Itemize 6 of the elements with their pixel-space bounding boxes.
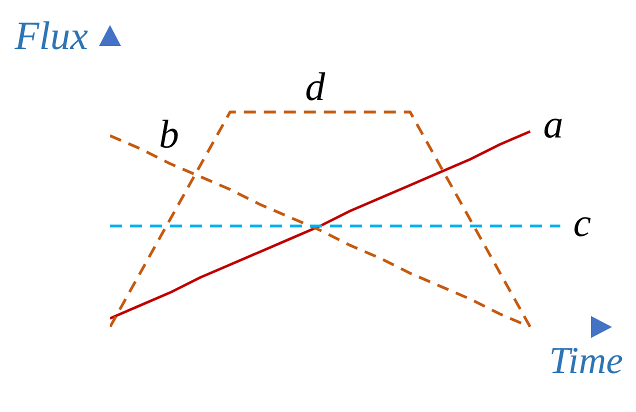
series-label: b	[159, 112, 179, 157]
series-label: c	[573, 200, 592, 245]
y-axis-title: Flux	[14, 13, 88, 58]
series-label: d	[305, 64, 326, 110]
series-label: a	[543, 101, 564, 146]
x-axis-title: Time	[549, 340, 624, 382]
